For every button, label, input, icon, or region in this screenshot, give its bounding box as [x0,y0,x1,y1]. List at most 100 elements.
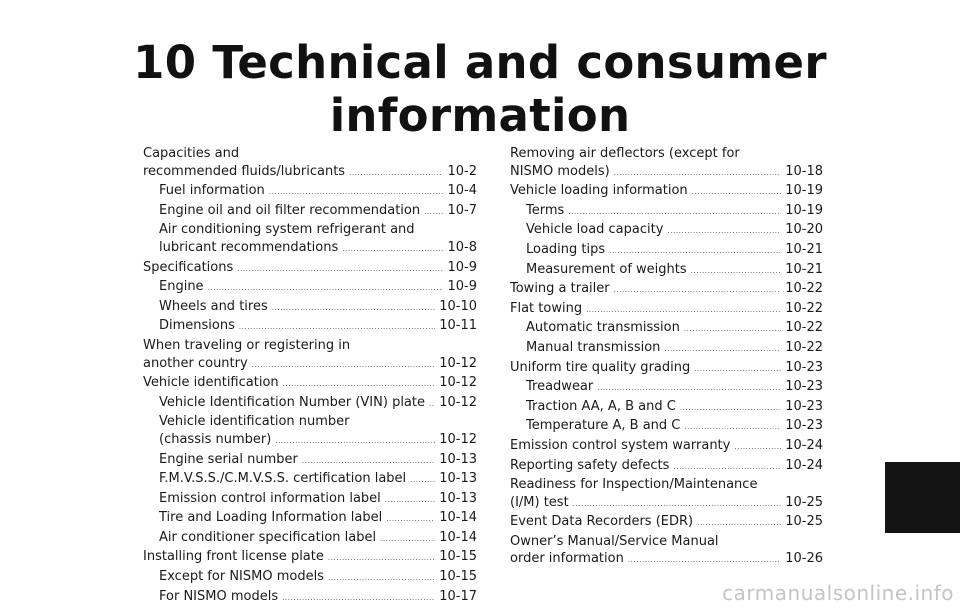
toc-entry-title-line: When traveling or registering in [143,337,351,353]
toc-entry[interactable]: Engine serial number 10-13 [143,451,477,471]
toc-entry[interactable]: Fuel information 10-4 [143,182,477,202]
dot-leader [573,496,782,514]
toc-page-number: 10-23 [785,359,823,375]
toc-entry[interactable]: Readiness for Inspection/Maintenance (I/M… [510,476,823,513]
dot-leader [328,550,435,568]
toc-entry-title-line: Readiness for Inspection/Maintenance [510,477,758,493]
toc-entry[interactable]: F.M.V.S.S./C.M.V.S.S. certification labe… [143,470,477,490]
toc-page-number: 10-11 [439,318,477,334]
toc-entry-title-line: Owner’s Manual/Service Manual [510,533,719,549]
toc-entry[interactable]: Except for NISMO models 10-15 [143,568,477,588]
toc-entry[interactable]: Air conditioning system refrigerant and l… [143,221,477,258]
toc-page-number: 10-12 [439,375,477,391]
toc-entry[interactable]: Event Data Recorders (EDR) 10-25 [510,513,823,533]
toc-entry[interactable]: Wheels and tires 10-10 [143,298,477,318]
toc-entry-title: Engine oil and oil filter recommendation [159,202,421,218]
toc-entry-title: Reporting safety defects [510,457,670,473]
toc-entry-title-line: Vehicle identification number [159,414,350,430]
toc-entry-title: Emission control system warranty [510,437,731,453]
toc-entry[interactable]: Automatic transmission 10-22 [510,319,823,339]
toc-page-number: 10-10 [439,298,477,314]
toc-entry[interactable]: Traction AA, A, B and C 10-23 [510,398,823,418]
dot-leader [342,241,443,259]
toc-entry[interactable]: Terms 10-19 [510,202,823,222]
toc-entry[interactable]: Vehicle identification number (chassis nu… [143,413,477,450]
toc-entry[interactable]: When traveling or registering in another … [143,337,477,374]
toc-entry[interactable]: For NISMO models 10-17 [143,588,477,608]
toc-entry-title-line: Capacities and [143,146,240,161]
toc-entry-title: recommended fluids/lubricants [143,163,346,179]
toc-entry[interactable]: Measurement of weights 10-21 [510,261,823,281]
dot-leader [410,472,435,490]
dot-leader [664,341,781,359]
toc-page-number: 10-24 [785,457,823,473]
toc-entry[interactable]: Engine oil and oil filter recommendation… [143,202,477,222]
toc-entry[interactable]: Installing front license plate 10-15 [143,548,477,568]
dot-leader [237,261,443,279]
toc-entry[interactable]: Emission control system warranty 10-24 [510,437,823,457]
toc-page-number: 10-22 [785,320,823,336]
dot-leader [684,419,781,437]
toc-entry[interactable]: Vehicle identification 10-12 [143,374,477,394]
toc-page-number: 10-21 [785,261,823,277]
toc-page-number: 10-23 [785,398,823,414]
toc-entry[interactable]: Reporting safety defects 10-24 [510,457,823,477]
toc-entry-title: Towing a trailer [510,281,610,297]
toc-entry[interactable]: Owner’s Manual/Service Manual order infor… [510,533,823,570]
toc-page-number: 10-23 [785,418,823,434]
toc-entry-title: Air conditioner specification label [159,529,377,545]
toc-page-number: 10-12 [439,394,477,410]
toc-entry[interactable]: Temperature A, B and C 10-23 [510,417,823,437]
toc-page-number: 10-20 [785,222,823,238]
toc-page-number: 10-18 [785,163,823,179]
toc-entry[interactable]: Treadwear 10-23 [510,378,823,398]
dot-leader [385,492,435,510]
toc-entry-title-line: Air conditioning system refrigerant and [159,222,415,238]
toc-entry-title: (I/M) test [510,494,569,510]
toc-page-number: 10-17 [439,588,477,604]
toc-entry-title: lubricant recommendations [159,239,339,255]
toc-entry[interactable]: Dimensions 10-11 [143,317,477,337]
dot-leader [208,280,444,298]
toc-entry[interactable]: Flat towing 10-22 [510,300,823,320]
toc-entry-title: Fuel information [159,183,265,199]
toc-page-number: 10-26 [785,551,823,567]
dot-leader [239,319,435,337]
dot-leader [694,361,781,379]
toc-entry[interactable]: Removing air deflectors (except for NISMO… [510,145,823,182]
toc-column-left: Capacities and recommended fluids/lubrica… [143,145,477,607]
toc-entry[interactable]: Tire and Loading Information label 10-14 [143,509,477,529]
toc-entry[interactable]: Engine 10-9 [143,278,477,298]
toc-entry-title: Emission control information label [159,490,381,506]
toc-page-number: 10-7 [447,202,477,218]
toc-entry[interactable]: Vehicle Identification Number (VIN) plat… [143,394,477,414]
toc-entry[interactable]: Capacities and recommended fluids/lubrica… [143,145,477,182]
toc-entry-title: Installing front license plate [143,549,324,565]
toc-entry[interactable]: Vehicle load capacity 10-20 [510,221,823,241]
dot-leader [429,396,435,414]
toc-entry-title: Uniform tire quality grading [510,359,691,375]
toc-page-number: 10-12 [439,431,477,447]
dot-leader [380,531,435,549]
toc-entry[interactable]: Emission control information label 10-13 [143,490,477,510]
toc-entry-title: Wheels and tires [159,298,268,314]
toc-entry[interactable]: Specifications 10-9 [143,259,477,279]
toc-entry-title: Vehicle identification [143,375,279,391]
toc-entry[interactable]: Towing a trailer 10-22 [510,280,823,300]
toc-entry-title: Specifications [143,259,234,275]
toc-entry-title: order information [510,551,624,567]
dot-leader [628,552,781,570]
toc-entry[interactable]: Loading tips 10-21 [510,241,823,261]
toc-entry[interactable]: Vehicle loading information 10-19 [510,182,823,202]
toc-entry-title: For NISMO models [159,588,279,604]
dot-leader [684,321,781,339]
dot-leader [252,357,436,375]
toc-page-number: 10-25 [785,514,823,530]
toc-entry[interactable]: Air conditioner specification label 10-14 [143,529,477,549]
toc-entry[interactable]: Uniform tire quality grading 10-23 [510,359,823,379]
toc-entry-title: Engine [159,279,204,295]
toc-entry[interactable]: Manual transmission 10-22 [510,339,823,359]
toc-entry-title: Vehicle loading information [510,183,688,199]
toc-page-number: 10-9 [447,279,477,295]
toc-page-number: 10-14 [439,510,477,526]
